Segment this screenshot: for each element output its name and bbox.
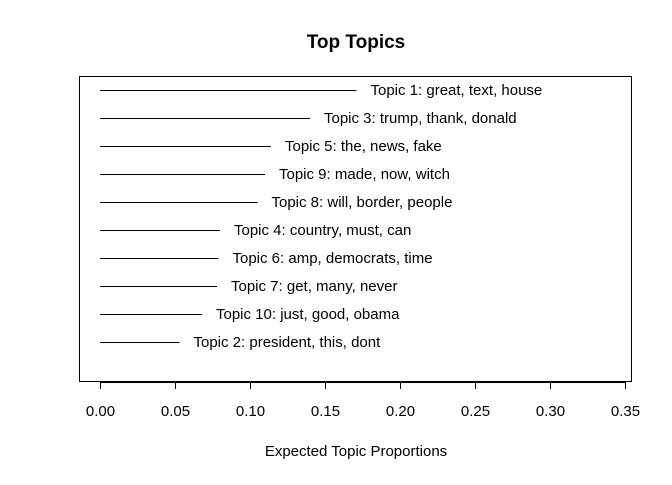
x-ticks-group: 0.00 0.05 0.10 0.15 0.20 0.25 0.30 0.35 <box>86 382 640 420</box>
topic-labels-group: Topic 1: great, text, house Topic 3: trum… <box>194 82 543 351</box>
x-tick-label-0: 0.00 <box>86 403 115 420</box>
topic-label-5: Topic 8: will, border, people <box>272 194 453 211</box>
plot-frame <box>79 76 632 382</box>
chart-title: Top Topics <box>307 32 406 53</box>
x-tick-label-3: 0.15 <box>311 403 340 420</box>
x-tick-label-2: 0.10 <box>236 403 265 420</box>
topic-label-4: Topic 9: made, now, witch <box>279 166 450 183</box>
x-axis-label: Expected Topic Proportions <box>265 443 447 460</box>
bars-group <box>100 90 357 343</box>
x-axis: 0.00 0.05 0.10 0.15 0.20 0.25 0.30 0.35 <box>86 382 640 420</box>
x-tick-label-7: 0.35 <box>611 403 640 420</box>
topic-label-9: Topic 10: just, good, obama <box>216 306 400 323</box>
topic-label-3: Topic 5: the, news, fake <box>285 138 442 155</box>
topic-label-10: Topic 2: president, this, dont <box>194 334 382 351</box>
topic-label-2: Topic 3: trump, thank, donald <box>324 110 517 127</box>
topic-label-7: Topic 6: amp, democrats, time <box>233 250 433 267</box>
topic-label-1: Topic 1: great, text, house <box>371 82 543 99</box>
x-tick-label-4: 0.20 <box>386 403 415 420</box>
x-tick-label-6: 0.30 <box>536 403 565 420</box>
topic-label-8: Topic 7: get, many, never <box>231 278 397 295</box>
x-tick-label-1: 0.05 <box>161 403 190 420</box>
x-tick-label-5: 0.25 <box>461 403 490 420</box>
topic-label-6: Topic 4: country, must, can <box>234 222 411 239</box>
